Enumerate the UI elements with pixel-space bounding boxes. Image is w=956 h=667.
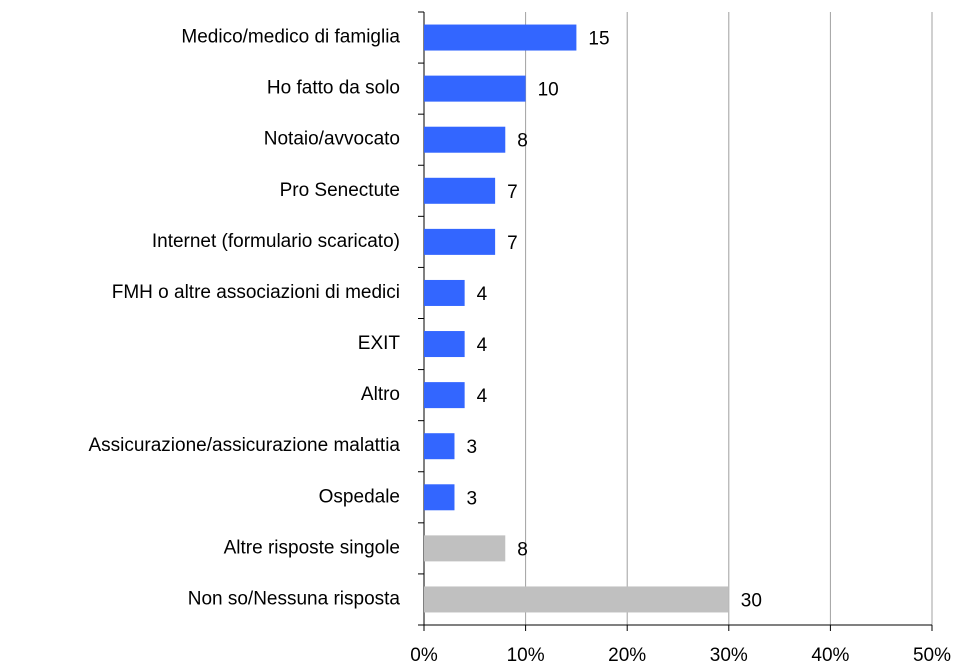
y-tick-label: Ospedale (319, 486, 400, 507)
value-label: 10 (538, 80, 559, 101)
x-tick-label: 20% (608, 645, 646, 666)
bar (424, 433, 455, 460)
bar (424, 382, 465, 409)
value-label: 8 (517, 539, 528, 560)
bar (424, 75, 526, 102)
bar (424, 279, 465, 306)
bar (424, 535, 506, 562)
value-label: 4 (477, 284, 488, 305)
y-tick-label: Pro Senectute (280, 180, 400, 201)
x-tick-label: 0% (410, 645, 438, 666)
value-label: 7 (507, 233, 518, 254)
value-label: 8 (517, 131, 528, 152)
x-tick-label: 40% (811, 645, 849, 666)
value-label: 3 (466, 488, 477, 509)
y-tick-label: Medico/medico di famiglia (181, 27, 400, 48)
x-tick-label: 30% (710, 645, 748, 666)
value-label: 3 (466, 437, 477, 458)
value-label: 15 (588, 29, 609, 50)
bar (424, 228, 496, 255)
value-label: 7 (507, 182, 518, 203)
bar (424, 177, 496, 204)
bar (424, 331, 465, 358)
bar (424, 24, 577, 51)
y-tick-label: Altro (361, 384, 400, 405)
bar (424, 126, 506, 153)
y-tick-label: Ho fatto da solo (267, 78, 400, 99)
y-tick-label: EXIT (358, 333, 401, 354)
x-tick-label: 10% (507, 645, 545, 666)
y-tick-label: Assicurazione/assicurazione malattia (88, 435, 400, 456)
y-tick-label: Internet (formulario scaricato) (152, 231, 400, 252)
value-label: 30 (741, 590, 762, 611)
value-label: 4 (477, 335, 488, 356)
value-label: 4 (477, 386, 488, 407)
x-tick-label: 50% (913, 645, 951, 666)
y-tick-label: Non so/Nessuna risposta (188, 588, 401, 609)
bar (424, 484, 455, 511)
y-tick-label: Notaio/avvocato (264, 129, 400, 150)
bar (424, 586, 729, 613)
y-tick-label: FMH o altre associazioni di medici (112, 282, 400, 303)
y-tick-label: Altre risposte singole (224, 537, 400, 558)
